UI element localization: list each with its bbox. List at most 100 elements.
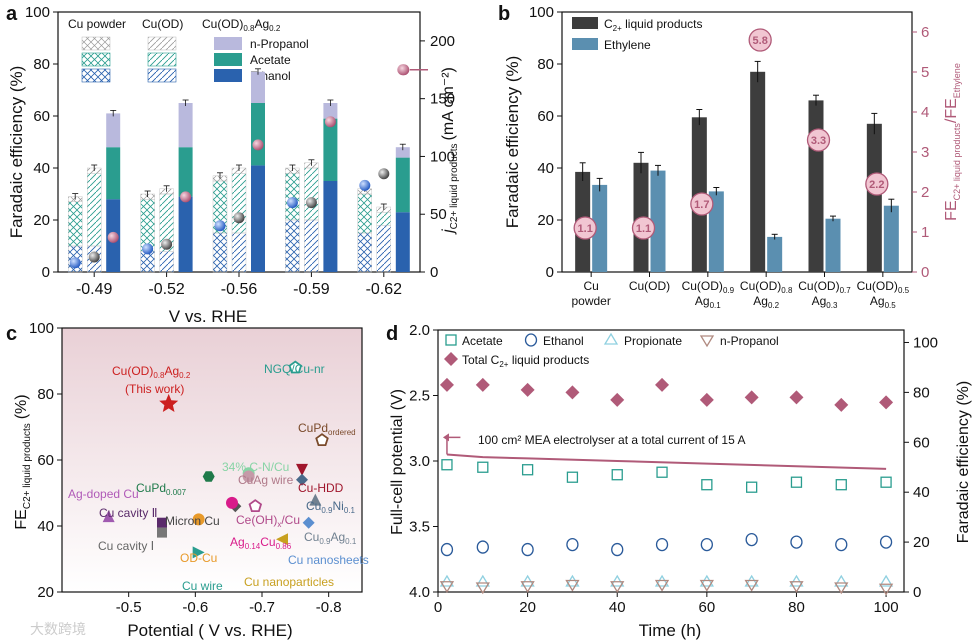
c-label-part: /Cu	[281, 513, 300, 527]
c-label-part: Cu cavity Ⅱ	[99, 506, 158, 520]
a-current-density-ball	[107, 231, 119, 243]
a-bar-segment	[357, 232, 372, 273]
c-label-part: Ce(OH)	[236, 513, 277, 527]
a-ytick-label: 60	[33, 108, 50, 125]
legend-catalyst-cu-powder: Cu powder	[68, 17, 126, 31]
panel-a-y2label: jC2+ liquid products(mA cm⁻²)	[440, 67, 460, 235]
b-xtick-label: Cu	[583, 279, 598, 293]
panel-d-y2label: Faradaic efficiency (%)	[955, 381, 972, 543]
c-label-cupd007: CuPd0.007	[136, 481, 187, 497]
d-xtick-label: 0	[434, 599, 442, 616]
a-bar-segment	[376, 224, 391, 273]
d-point-total	[789, 390, 804, 405]
c-point-circle	[192, 513, 205, 526]
d-point-propionate	[520, 574, 535, 587]
c-label-part: 34% C-N/Cu	[222, 460, 289, 474]
d-point-propanol	[610, 581, 625, 594]
b-ratio-label: 3.3	[811, 135, 826, 147]
b-xtick-label: Cu(OD)0.9	[682, 279, 735, 295]
a-bar-segment	[86, 172, 102, 247]
d-y2tick-label: 40	[913, 484, 930, 501]
a-current-density-ball	[69, 257, 81, 269]
c-label-this-work-2: (This work)	[125, 382, 184, 396]
a-axis-indicator-ball	[398, 64, 410, 76]
a-ytick-label: 20	[33, 212, 50, 229]
a-ytick-label: 100	[25, 4, 50, 21]
b-ratio-label: 2.2	[869, 179, 884, 191]
c-point-pentagon	[248, 499, 263, 513]
a-bar-segment	[285, 219, 300, 273]
d-point-ethanol	[879, 535, 893, 549]
b-bar	[808, 100, 824, 273]
d-point-propionate	[878, 574, 894, 587]
panel-a-ylabel: Faradaic efficiency (%)	[7, 66, 26, 239]
d-point-total	[655, 377, 670, 392]
d-point-acetate	[835, 479, 847, 491]
a-bar-segment	[67, 201, 83, 247]
a-bar-segment	[106, 147, 121, 200]
d-ytick-label: 3.5	[409, 519, 430, 536]
b-y2tick-label: 6	[921, 24, 929, 41]
c-point-diamond	[296, 473, 308, 486]
d-point-propanol	[439, 581, 455, 594]
c-label-this-work: Cu(OD)0.8Ag0.2	[112, 364, 191, 380]
d-y2tick-label: 60	[913, 434, 930, 451]
a-bar-segment	[323, 103, 338, 119]
d-point-propionate	[610, 574, 625, 587]
b-y2tick-label: 2	[921, 184, 929, 201]
d-point-total	[879, 395, 894, 410]
b-bar	[866, 123, 882, 272]
c-label-part: Ag	[330, 530, 345, 544]
a-current-density-ball	[161, 238, 173, 250]
b-ytick-label: 80	[537, 56, 554, 73]
c-label-part: 0.8	[153, 371, 165, 380]
a-current-density-ball	[305, 197, 317, 209]
a-bar-segment	[178, 196, 193, 272]
d-y2tick-label: 0	[913, 584, 921, 601]
c-label-part: Ag	[230, 535, 245, 549]
panel-a: a Cu powder Cu(OD) Cu(OD)0.8Ag0.2 n-Prop…	[6, 3, 460, 326]
d-point-acetate	[566, 471, 579, 483]
d-point-propanol	[834, 582, 849, 595]
a-current-density-ball	[214, 220, 226, 232]
c-label-part: OD-Cu	[180, 551, 217, 565]
d-legend-acetate-marker	[445, 334, 457, 346]
a-bar-segment	[323, 181, 338, 272]
d-legend-ethanol: Ethanol	[543, 334, 584, 348]
c-label-cuni: Cu0.9Ni0.1	[306, 499, 355, 515]
a-bar-segment	[212, 232, 228, 273]
b-ratio-label: 1.1	[636, 223, 651, 235]
watermark: 大数跨境	[30, 621, 86, 637]
panel-b-y2label: FEC2+ liquid products/FEEthylene	[943, 63, 962, 221]
a-bar-segment	[251, 71, 265, 103]
c-xtick-label: -0.8	[316, 599, 342, 616]
a-bar-segment	[251, 103, 265, 166]
b-ytick-label: 20	[537, 212, 554, 229]
d-point-total	[834, 397, 849, 412]
b-y2tick-label: 5	[921, 64, 929, 81]
b-y2tick-label: 0	[921, 264, 929, 281]
b-xtick-sub: 0.5	[898, 286, 910, 295]
panel-d-xlabel: Time (h)	[639, 621, 702, 640]
b-xtick-sub: 0.8	[781, 286, 793, 295]
c-label-part: ordered	[328, 428, 356, 437]
d-legend-propionate: Propionate	[624, 334, 682, 348]
c-label-part: 0.86	[276, 542, 292, 551]
panel-d-ylabel: Full-cell potential (V)	[389, 389, 406, 535]
d-axis-arrow	[446, 436, 461, 455]
a-y2tick-label: 100	[430, 148, 455, 165]
a-current-density-ball	[286, 197, 298, 209]
c-label-ngq: NGQ/Cu-nr	[264, 362, 325, 376]
panel-c-background	[62, 328, 362, 592]
c-label-part: 0.007	[166, 488, 187, 497]
b-xtick-label: Cu(OD)0.8	[740, 279, 793, 295]
b-xtick-label-line2: Ag0.3	[812, 294, 838, 310]
legend-catalyst-cu-od: Cu(OD)	[142, 17, 183, 31]
c-label-part: Cu	[306, 499, 321, 513]
c-label-cu-wire: Cu wire	[182, 579, 223, 593]
panel-label-b: b	[498, 3, 510, 25]
